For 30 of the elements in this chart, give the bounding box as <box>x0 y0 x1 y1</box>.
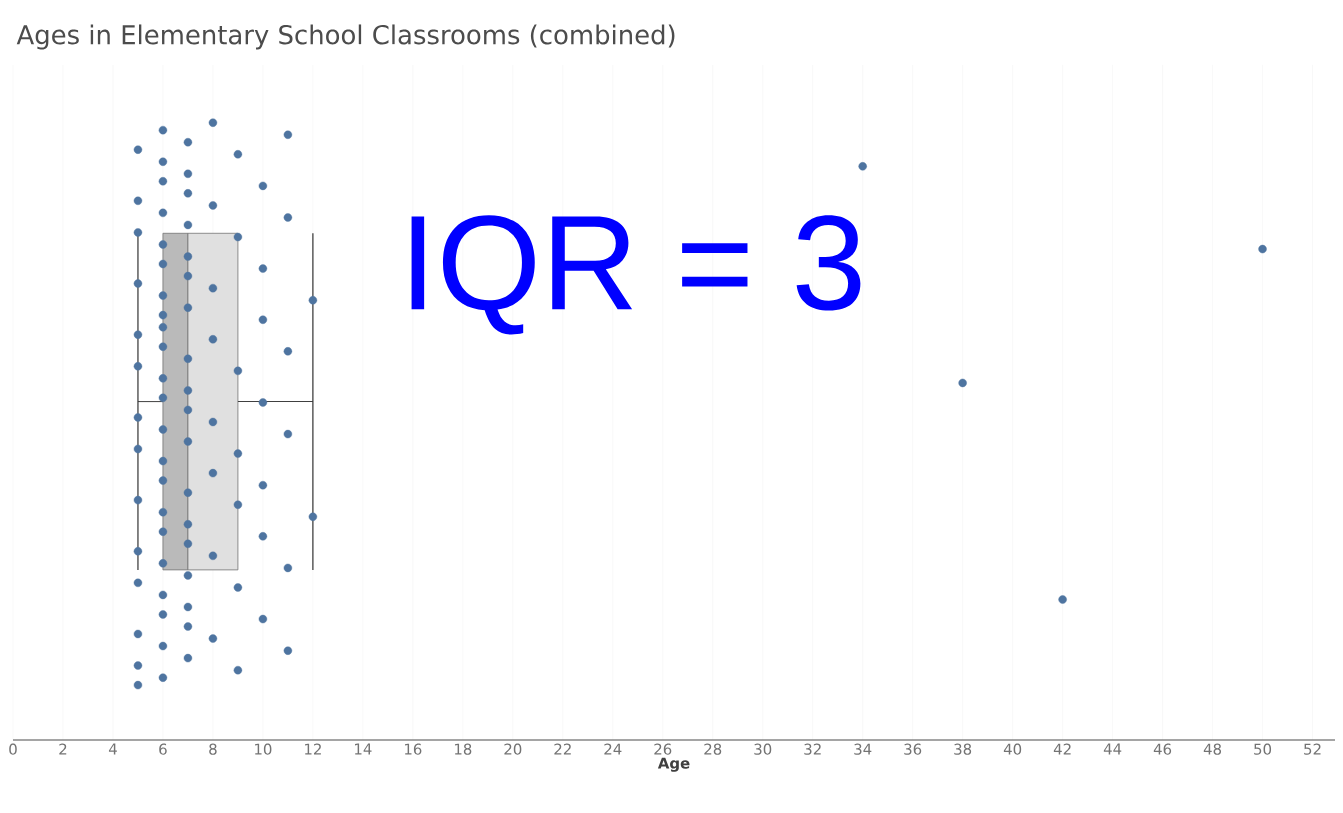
x-tick-label: 40 <box>1003 743 1022 755</box>
annotation: IQR = 3 <box>411 215 861 335</box>
x-tick-label: 44 <box>1103 743 1122 755</box>
x-tick-label: 42 <box>1053 743 1071 755</box>
x-tick-label: 22 <box>554 743 571 755</box>
x-tick-label: 12 <box>305 743 321 755</box>
x-tick-label: 26 <box>654 743 672 755</box>
x-tick-label: 32 <box>804 743 821 755</box>
chart-title: Ages in Elementary School Classrooms (combined) <box>16 24 675 50</box>
x-tick-label: 6 <box>159 743 167 755</box>
x-tick-label: 2 <box>59 743 67 755</box>
x-tick-label: 36 <box>904 743 922 755</box>
x-tick-label: 50 <box>1254 743 1272 755</box>
x-tick-label: 48 <box>1203 743 1222 755</box>
x-tick-label: 34 <box>854 743 872 755</box>
x-tick-label: 28 <box>704 743 722 755</box>
x-tick-label: 52 <box>1304 743 1321 755</box>
x-axis-title: Age <box>657 757 690 772</box>
x-tick-label: 14 <box>355 743 372 755</box>
x-tick-label: 8 <box>209 743 217 755</box>
x-tick-label: 24 <box>604 743 622 755</box>
x-tick-label: 4 <box>108 743 117 755</box>
x-tick-label: 10 <box>255 743 272 755</box>
x-tick-label: 16 <box>404 743 422 755</box>
x-tick-label: 38 <box>954 743 972 755</box>
x-tick-label: 18 <box>454 743 472 755</box>
x-tick-label: 0 <box>9 743 17 755</box>
x-tick-label: 30 <box>754 743 772 755</box>
x-tick-label: 46 <box>1153 743 1172 755</box>
x-tick-label: 20 <box>504 743 522 755</box>
